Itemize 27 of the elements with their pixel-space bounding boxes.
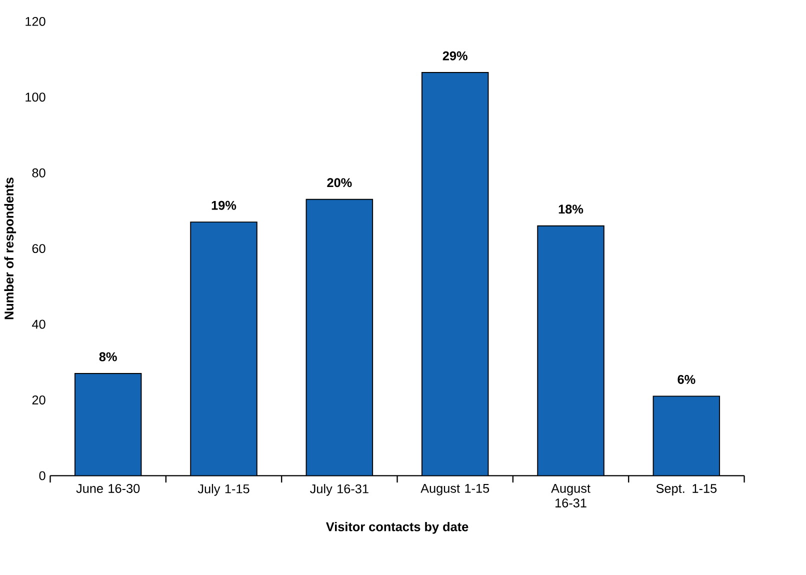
annotation: 20% [327,178,352,188]
x-tick-label: August 16-31 [551,484,590,508]
y-tick-label: 60 [32,244,46,253]
annotation: 29% [442,51,468,60]
bar [421,72,489,476]
bar [74,372,142,476]
bar [190,222,258,476]
annotation: 18% [558,204,584,214]
y-axis-title: Number of respondents [4,178,16,320]
y-tick-label: 20 [32,395,46,404]
bar [306,198,374,476]
x-tick-label: Sept. 1-15 [656,484,717,496]
annotation: 8% [99,352,117,362]
x-tick-label: July 1-15 [198,484,250,496]
bar [652,396,720,476]
y-tick-label: 100 [26,92,46,102]
annotation: 6% [678,374,696,384]
x-axis-title: Visitor contacts by date [326,522,468,534]
y-tick-label: 40 [32,320,46,329]
x-tick-label: June 16-30 [76,484,140,493]
bar [537,225,604,476]
x-tick-label: August 1-15 [420,484,490,496]
y-tick-label: 80 [32,168,46,178]
x-tick-label: July 16-31 [310,484,368,496]
y-tick-label: 0 [39,471,46,480]
annotation: 19% [212,200,236,210]
y-tick-label: 120 [26,16,46,26]
